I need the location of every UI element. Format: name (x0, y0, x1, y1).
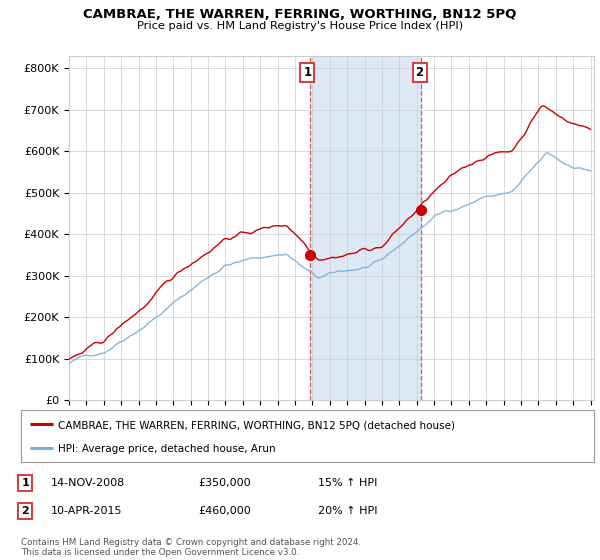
Text: CAMBRAE, THE WARREN, FERRING, WORTHING, BN12 5PQ: CAMBRAE, THE WARREN, FERRING, WORTHING, … (83, 8, 517, 21)
Text: £350,000: £350,000 (198, 478, 251, 488)
Text: 14-NOV-2008: 14-NOV-2008 (51, 478, 125, 488)
Text: HPI: Average price, detached house, Arun: HPI: Average price, detached house, Arun (58, 444, 276, 454)
Text: 10-APR-2015: 10-APR-2015 (51, 506, 122, 516)
Text: 15% ↑ HPI: 15% ↑ HPI (318, 478, 377, 488)
Text: 2: 2 (22, 506, 29, 516)
Text: 1: 1 (22, 478, 29, 488)
Text: Contains HM Land Registry data © Crown copyright and database right 2024.
This d: Contains HM Land Registry data © Crown c… (21, 538, 361, 557)
Text: CAMBRAE, THE WARREN, FERRING, WORTHING, BN12 5PQ (detached house): CAMBRAE, THE WARREN, FERRING, WORTHING, … (58, 421, 455, 431)
Text: 20% ↑ HPI: 20% ↑ HPI (318, 506, 377, 516)
Text: Price paid vs. HM Land Registry's House Price Index (HPI): Price paid vs. HM Land Registry's House … (137, 21, 463, 31)
Bar (310, 56, 421, 400)
Text: 2: 2 (416, 66, 424, 80)
Text: 1: 1 (303, 66, 311, 80)
Text: £460,000: £460,000 (198, 506, 251, 516)
